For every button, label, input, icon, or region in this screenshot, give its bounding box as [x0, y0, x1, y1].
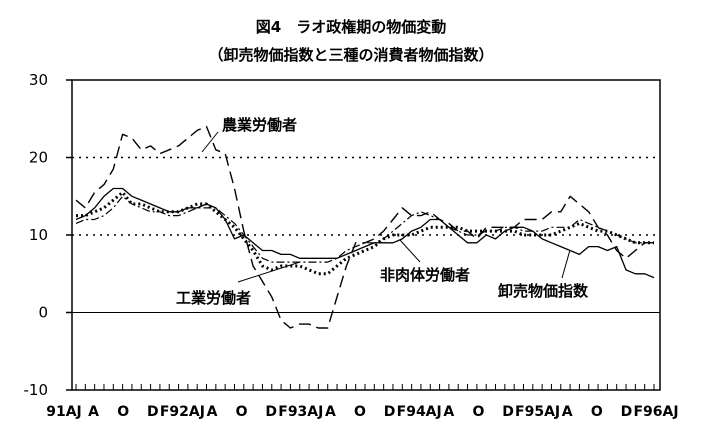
series-label-leader: [399, 239, 421, 263]
x-tick-label: D: [621, 404, 633, 420]
y-tick-label: -10: [24, 381, 49, 399]
series-label: 卸売物価指数: [498, 282, 589, 300]
x-tick-label: A: [88, 404, 99, 420]
x-tick-label: A: [207, 404, 218, 420]
x-tick-label: D: [147, 404, 159, 420]
x-tick-label: A: [443, 404, 454, 420]
x-tick-label: D: [502, 404, 514, 420]
series-label: 非肉体労働者: [380, 266, 470, 284]
y-tick-label: 30: [29, 71, 48, 89]
y-tick-label: 0: [38, 304, 48, 322]
series-label: 農業労働者: [222, 116, 297, 134]
x-tick-label: F92AJ: [160, 404, 205, 420]
chart-title: 図4 ラオ政権期の物価変動: [255, 18, 447, 36]
series-label: 工業労働者: [176, 289, 251, 307]
series-line-1: [76, 190, 654, 276]
x-tick-label: F95AJ: [515, 404, 560, 420]
series-label-leader: [561, 249, 571, 279]
series-line-2: [75, 195, 654, 263]
series-line-0: [75, 125, 654, 329]
series-line-3: [75, 187, 655, 279]
x-tick-label: F96AJ: [633, 404, 678, 420]
x-tick-label: A: [325, 404, 336, 420]
x-tick-label: A: [562, 404, 573, 420]
series-label-leader: [201, 131, 219, 153]
x-tick-label: F93AJ: [278, 404, 323, 420]
x-tick-label: O: [472, 404, 484, 420]
x-tick-label: O: [354, 404, 366, 420]
x-tick-label: D: [384, 404, 396, 420]
x-tick-label: O: [117, 404, 129, 420]
x-tick-label: 91AJ: [46, 404, 82, 420]
x-tick-label: F94AJ: [397, 404, 442, 420]
chart-subtitle: （卸売物価指数と三種の消費者物価指数）: [208, 46, 494, 64]
x-tick-label: D: [265, 404, 277, 420]
y-tick-label: 10: [29, 226, 48, 244]
x-tick-label: O: [591, 404, 603, 420]
series-label-leader: [237, 261, 301, 283]
y-tick-label: 20: [29, 149, 48, 167]
x-tick-label: O: [236, 404, 248, 420]
